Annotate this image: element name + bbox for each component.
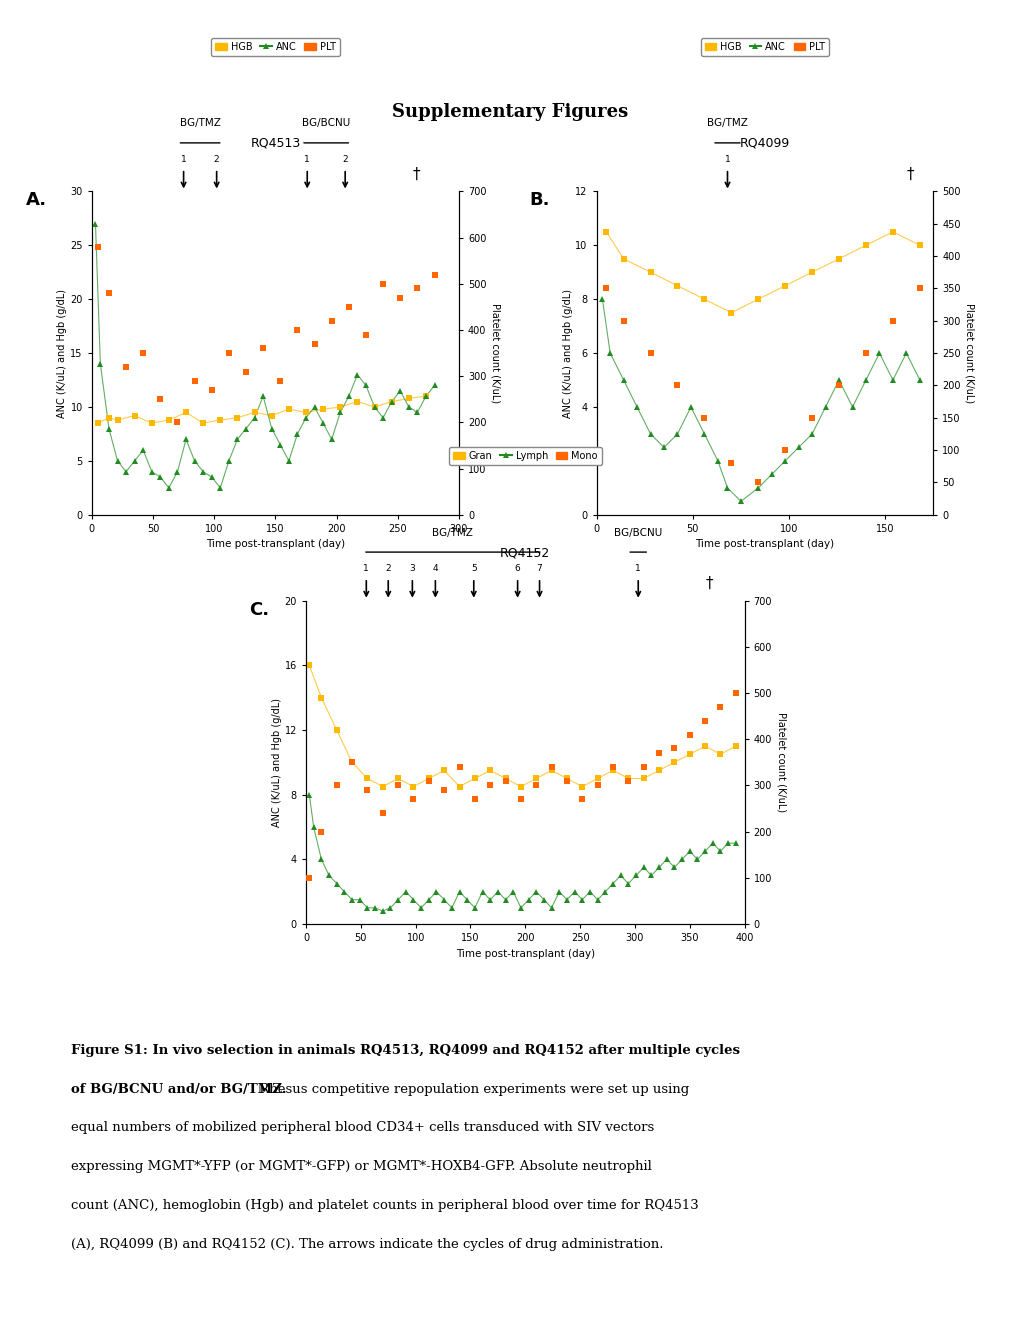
Text: expressing MGMT*-YFP (or MGMT*-GFP) or MGMT*-HOXB4-GFP. Absolute neutrophil: expressing MGMT*-YFP (or MGMT*-GFP) or M… [71,1160,651,1173]
Text: 5: 5 [471,564,476,573]
Text: count (ANC), hemoglobin (Hgb) and platelet counts in peripheral blood over time : count (ANC), hemoglobin (Hgb) and platel… [71,1199,698,1212]
Text: 2: 2 [342,154,347,164]
Y-axis label: ANC (K/uL) and Hgb (g/dL): ANC (K/uL) and Hgb (g/dL) [271,698,281,826]
Text: Figure S1: In vivo selection in animals RQ4513, RQ4099 and RQ4152 after multiple: Figure S1: In vivo selection in animals … [71,1044,740,1057]
Legend: HGB, ANC, PLT: HGB, ANC, PLT [700,38,828,55]
Text: of BG/BCNU and/or BG/TMZ.: of BG/BCNU and/or BG/TMZ. [71,1082,286,1096]
Text: †: † [705,576,712,591]
Text: 3: 3 [409,564,415,573]
Text: BG/TMZ: BG/TMZ [706,119,747,128]
Text: 1: 1 [180,154,186,164]
Text: C.: C. [249,601,269,619]
Text: 1: 1 [635,564,641,573]
X-axis label: Time post-transplant (day): Time post-transplant (day) [455,949,594,958]
Text: 1: 1 [363,564,369,573]
Y-axis label: Platelet count (K/uL): Platelet count (K/uL) [964,304,974,403]
Legend: HGB, ANC, PLT: HGB, ANC, PLT [211,38,339,55]
Text: (A), RQ4099 (B) and RQ4152 (C). The arrows indicate the cycles of drug administr: (A), RQ4099 (B) and RQ4152 (C). The arro… [71,1238,663,1251]
Y-axis label: Platelet count (K/uL): Platelet count (K/uL) [490,304,500,403]
Text: BG/TMZ: BG/TMZ [432,528,473,537]
Text: 4: 4 [432,564,438,573]
Title: RQ4513: RQ4513 [250,137,301,150]
Text: BG/BCNU: BG/BCNU [302,119,350,128]
Legend: Gran, Lymph, Mono: Gran, Lymph, Mono [448,447,601,465]
Text: B.: B. [529,191,549,210]
Title: RQ4099: RQ4099 [739,137,790,150]
Text: †: † [906,166,913,182]
Text: †: † [412,166,420,182]
Text: equal numbers of mobilized peripheral blood CD34+ cells transduced with SIV vect: equal numbers of mobilized peripheral bl… [71,1122,654,1134]
Text: BG/BCNU: BG/BCNU [613,528,661,537]
Y-axis label: Platelet count (K/uL): Platelet count (K/uL) [775,713,786,812]
Text: 6: 6 [515,564,520,573]
Y-axis label: ANC (K/uL) and Hgb (g/dL): ANC (K/uL) and Hgb (g/dL) [57,289,67,417]
Title: RQ4152: RQ4152 [499,546,550,560]
Text: 1: 1 [304,154,310,164]
Text: BG/TMZ: BG/TMZ [179,119,220,128]
Text: A.: A. [25,191,47,210]
Text: 7: 7 [536,564,542,573]
Y-axis label: ANC (K/uL) and Hgb (g/dL): ANC (K/uL) and Hgb (g/dL) [561,289,572,417]
Text: 2: 2 [385,564,390,573]
Text: 2: 2 [214,154,219,164]
X-axis label: Time post-transplant (day): Time post-transplant (day) [695,540,834,549]
X-axis label: Time post-transplant (day): Time post-transplant (day) [206,540,344,549]
Text: 1: 1 [723,154,730,164]
Text: Supplementary Figures: Supplementary Figures [391,103,628,121]
Text: Rhesus competitive repopulation experiments were set up using: Rhesus competitive repopulation experime… [255,1082,689,1096]
